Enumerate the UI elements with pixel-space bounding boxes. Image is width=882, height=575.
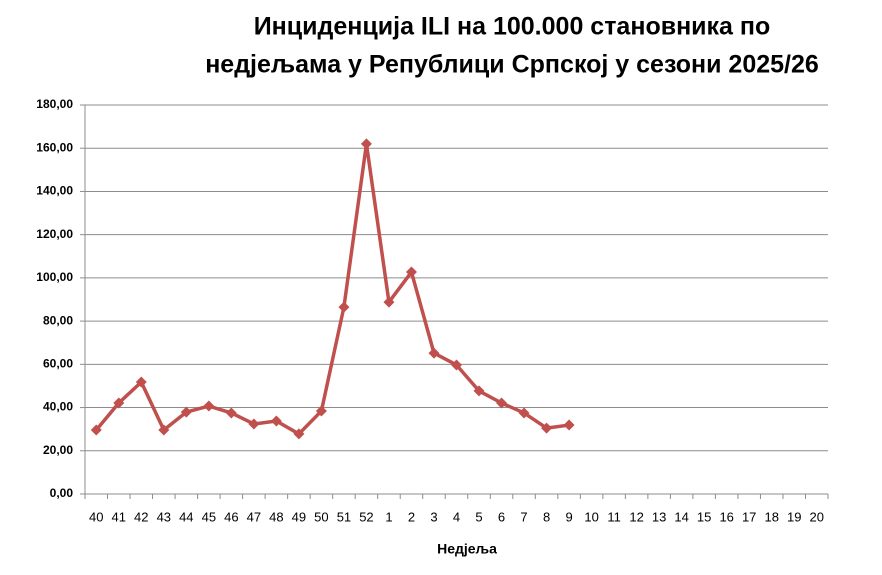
point-marker xyxy=(315,405,327,417)
x-tick-label: 5 xyxy=(475,509,482,524)
x-tick-label: 11 xyxy=(607,509,621,524)
y-tick-label: 100,00 xyxy=(36,270,73,284)
x-tick-label: 19 xyxy=(787,509,801,524)
x-tick-label: 43 xyxy=(157,509,171,524)
series-line xyxy=(94,142,570,436)
point-marker xyxy=(90,424,102,436)
y-tick-label: 80,00 xyxy=(43,313,73,327)
x-tick-label: 49 xyxy=(292,509,306,524)
x-tick-label: 45 xyxy=(202,509,216,524)
x-tick-label: 3 xyxy=(430,509,437,524)
point-marker xyxy=(135,376,147,388)
point-marker xyxy=(113,397,125,409)
x-tick-label: 44 xyxy=(179,509,193,524)
point-marker xyxy=(473,385,485,397)
x-tick-label: 16 xyxy=(719,509,733,524)
x-tick-label: 4 xyxy=(453,509,460,524)
x-tick-label: 40 xyxy=(89,509,103,524)
point-marker xyxy=(248,418,260,430)
point-marker xyxy=(496,397,508,409)
x-tick-label: 6 xyxy=(498,509,505,524)
point-marker xyxy=(225,407,237,419)
x-tick-label: 1 xyxy=(385,509,392,524)
y-tick-label: 160,00 xyxy=(36,140,73,154)
point-marker xyxy=(203,400,215,412)
x-tick-label: 50 xyxy=(314,509,328,524)
x-tick-label: 12 xyxy=(629,509,643,524)
x-tick-label: 13 xyxy=(652,509,666,524)
x-tick-label: 42 xyxy=(134,509,148,524)
point-marker xyxy=(360,138,372,150)
y-tick-label: 180,00 xyxy=(36,97,73,111)
x-tick-label: 51 xyxy=(337,509,351,524)
point-marker xyxy=(428,347,440,359)
x-tick-label: 18 xyxy=(764,509,778,524)
chart-title: Инциденција ILI на 100.000 становника по xyxy=(254,13,771,41)
point-marker xyxy=(383,296,395,308)
x-tick-label: 46 xyxy=(224,509,238,524)
x-tick-label: 10 xyxy=(584,509,598,524)
y-tick-label: 140,00 xyxy=(36,184,73,198)
y-tick-label: 20,00 xyxy=(43,443,73,457)
y-tick-label: 40,00 xyxy=(43,400,73,414)
point-marker xyxy=(158,424,170,436)
x-tick-label: 9 xyxy=(565,509,572,524)
x-tick-label: 48 xyxy=(269,509,283,524)
x-tick-label: 2 xyxy=(408,509,415,524)
point-marker xyxy=(541,422,553,434)
x-tick-label: 15 xyxy=(697,509,711,524)
x-tick-label: 52 xyxy=(359,509,373,524)
point-marker xyxy=(293,428,305,440)
point-marker xyxy=(451,359,462,371)
y-tick-label: 60,00 xyxy=(43,357,73,371)
x-tick-label: 7 xyxy=(520,509,527,524)
x-axis-title: Недјеља xyxy=(437,541,497,557)
y-tick-label: 120,00 xyxy=(36,227,73,241)
point-marker xyxy=(405,266,417,278)
x-tick-label: 8 xyxy=(543,509,550,524)
chart-title: недјељама у Републици Српској у сезони 2… xyxy=(205,51,819,79)
point-marker xyxy=(338,301,350,313)
point-marker xyxy=(518,407,530,419)
x-tick-label: 17 xyxy=(742,509,756,524)
point-marker xyxy=(180,406,192,418)
point-marker xyxy=(270,415,282,427)
point-marker xyxy=(563,419,575,431)
x-tick-label: 47 xyxy=(247,509,261,524)
x-tick-label: 41 xyxy=(112,509,126,524)
x-tick-label: 20 xyxy=(810,509,824,524)
y-tick-label: 0,00 xyxy=(50,486,74,500)
x-tick-label: 14 xyxy=(674,509,688,524)
